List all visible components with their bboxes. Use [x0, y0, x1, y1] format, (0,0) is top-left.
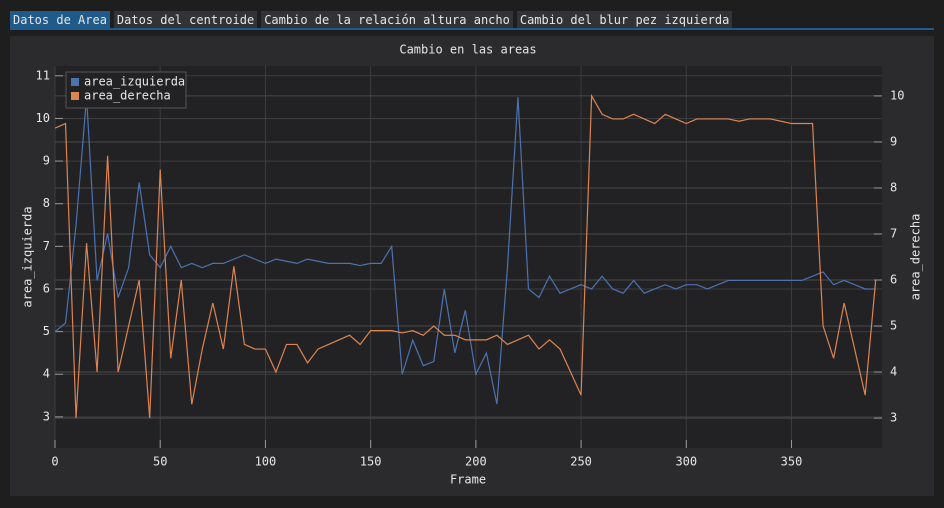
tab-bar: Datos de Area Datos del centroide Cambio d…	[10, 11, 733, 29]
x-tick-label: 350	[781, 455, 803, 469]
y-tick-label: 6	[43, 281, 50, 295]
plot-area	[55, 66, 882, 448]
x-axis-label: Frame	[450, 473, 486, 487]
y2-tick-label: 5	[890, 319, 897, 333]
y2-tick-label: 3	[890, 411, 897, 425]
x-tick-label: 250	[570, 455, 592, 469]
plot-clip	[55, 93, 877, 419]
x-tick-label: 300	[675, 455, 697, 469]
y2-tick-label: 10	[890, 88, 904, 102]
x-tick-label: 150	[360, 455, 382, 469]
legend-swatch	[71, 78, 79, 86]
legend-label: area_derecha	[84, 89, 171, 103]
y-tick-label: 5	[43, 324, 50, 338]
y2-tick-label: 9	[890, 134, 897, 148]
y2-tick-label: 8	[890, 180, 897, 194]
series-line	[55, 93, 877, 419]
y2-tick-label: 7	[890, 226, 897, 240]
tab-underline	[10, 28, 934, 30]
legend-label: area_izquierda	[84, 75, 185, 89]
y-axis-label: area_izquierda	[21, 206, 35, 307]
x-tick-label: 200	[465, 455, 487, 469]
chart-title: Cambio en las areas	[399, 43, 536, 57]
series-line	[55, 97, 876, 405]
y-tick-label: 8	[43, 196, 50, 210]
y-tick-label: 4	[43, 367, 50, 381]
y-tick-label: 11	[36, 68, 50, 82]
legend-box	[65, 71, 187, 109]
tab[interactable]: Cambio del blur pez izquierda	[516, 11, 733, 29]
y-tick-label: 3	[43, 409, 50, 423]
legend-swatch	[71, 92, 79, 100]
y-tick-label: 9	[43, 154, 50, 168]
tab[interactable]: Cambio de la relación altura ancho	[261, 11, 513, 29]
tab[interactable]: Datos del centroide	[113, 11, 258, 29]
y-tick-label: 10	[36, 111, 50, 125]
y-tick-label: 7	[43, 239, 50, 253]
x-tick-label: 100	[255, 455, 277, 469]
tab[interactable]: Datos de Area	[10, 11, 110, 29]
x-tick-label: 0	[51, 455, 58, 469]
y2-tick-label: 4	[890, 365, 897, 379]
y2-tick-label: 6	[890, 273, 897, 287]
y2-axis-label: area_derecha	[909, 214, 923, 301]
x-tick-label: 50	[153, 455, 167, 469]
